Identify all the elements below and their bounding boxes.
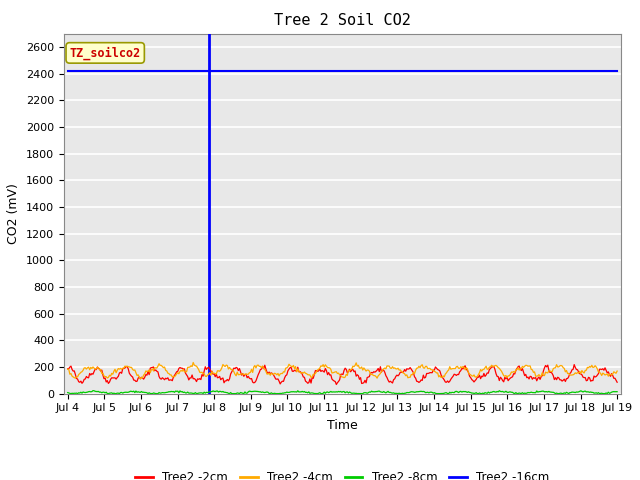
Tree2 -4cm (136, 376, 144, 382)
Line: Tree2 -2cm: Tree2 -2cm (68, 365, 617, 384)
Tree2 -2cm (328, 376, 336, 382)
Tree2 -8cm (516, 390, 524, 396)
Tree2 -4cm (613, 368, 621, 374)
Tree2 -8cm (613, 389, 621, 395)
Line: Tree2 -8cm: Tree2 -8cm (68, 391, 617, 394)
Tree2 -8cm (64, 390, 72, 396)
Tree2 -2cm (64, 366, 72, 372)
Tree2 -2cm (570, 362, 578, 368)
Tree2 -2cm (324, 370, 332, 375)
Text: TZ_soilco2: TZ_soilco2 (70, 46, 141, 60)
Tree2 -8cm (602, 390, 610, 396)
Tree2 -4cm (364, 367, 371, 373)
Tree2 -4cm (64, 366, 72, 372)
Tree2 -8cm (364, 390, 371, 396)
X-axis label: Time: Time (327, 419, 358, 432)
Tree2 -4cm (516, 366, 524, 372)
Y-axis label: CO2 (mV): CO2 (mV) (8, 183, 20, 244)
Tree2 -8cm (327, 389, 335, 395)
Tree2 -2cm (515, 363, 523, 369)
Tree2 -2cm (333, 382, 340, 387)
Legend: Tree2 -2cm, Tree2 -4cm, Tree2 -8cm, Tree2 -16cm: Tree2 -2cm, Tree2 -4cm, Tree2 -8cm, Tree… (131, 466, 554, 480)
Tree2 -8cm (67, 391, 75, 396)
Tree2 -2cm (392, 373, 399, 379)
Tree2 -8cm (393, 391, 401, 396)
Tree2 -4cm (189, 360, 197, 365)
Tree2 -2cm (613, 379, 621, 385)
Tree2 -4cm (393, 366, 401, 372)
Tree2 -4cm (602, 372, 610, 377)
Tree2 -2cm (362, 380, 370, 386)
Tree2 -8cm (330, 389, 338, 395)
Title: Tree 2 Soil CO2: Tree 2 Soil CO2 (274, 13, 411, 28)
Tree2 -2cm (602, 367, 610, 373)
Tree2 -4cm (327, 367, 335, 372)
Tree2 -4cm (330, 370, 338, 375)
Line: Tree2 -4cm: Tree2 -4cm (68, 362, 617, 379)
Tree2 -8cm (89, 388, 97, 394)
